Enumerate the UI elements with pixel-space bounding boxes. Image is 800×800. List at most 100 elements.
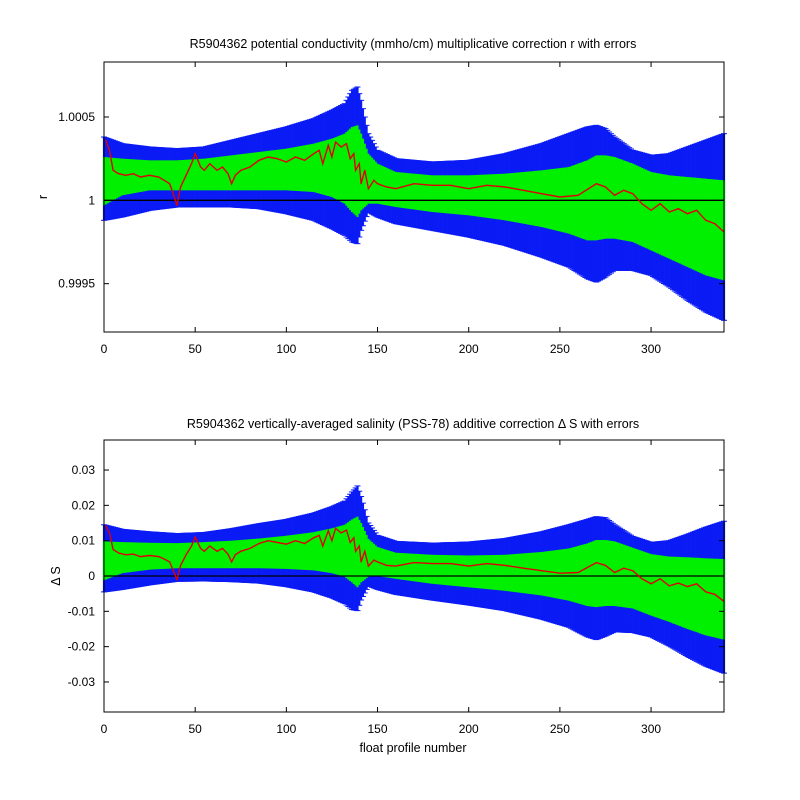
correction-point xyxy=(203,169,205,171)
y-axis-label: r xyxy=(36,195,50,199)
correction-point xyxy=(431,563,433,565)
correction-point xyxy=(148,554,151,557)
correction-point xyxy=(486,563,488,565)
correction-point xyxy=(349,158,351,160)
correction-point xyxy=(522,189,525,191)
y-tick-label: 0.02 xyxy=(72,498,96,512)
correction-point xyxy=(604,564,607,567)
correction-point xyxy=(340,532,342,534)
correction-point xyxy=(559,572,561,574)
correction-point xyxy=(318,534,320,536)
correction-point xyxy=(148,174,151,176)
correction-point xyxy=(249,547,251,550)
correction-point xyxy=(623,189,625,191)
correction-point xyxy=(117,173,120,175)
correction-point xyxy=(209,163,211,165)
x-tick-label: 200 xyxy=(459,722,479,736)
correction-point xyxy=(504,564,506,567)
x-tick-label: 0 xyxy=(101,342,108,356)
correction-point xyxy=(125,554,127,556)
correction-point xyxy=(132,553,134,555)
correction-point xyxy=(322,163,324,165)
correction-point xyxy=(203,550,205,552)
correction-point xyxy=(522,567,525,569)
correction-point xyxy=(179,186,182,188)
correction-point xyxy=(595,183,597,185)
correction-point xyxy=(258,159,260,161)
x-tick-label: 300 xyxy=(641,722,661,736)
correction-point xyxy=(334,527,337,529)
correction-point xyxy=(468,565,470,567)
y-tick-label: 1 xyxy=(88,193,95,207)
correction-point xyxy=(294,540,297,542)
y-tick-label: -0.03 xyxy=(68,675,96,689)
plot-frame xyxy=(103,61,725,333)
correction-point xyxy=(632,570,634,572)
correction-point xyxy=(345,529,348,531)
correction-point xyxy=(541,570,543,572)
correction-point xyxy=(105,139,107,141)
x-tick-label: 50 xyxy=(188,342,202,356)
correction-point xyxy=(650,583,652,585)
correction-point xyxy=(358,545,360,547)
y-tick-label: 1.0005 xyxy=(58,110,95,124)
chart-title: R5904362 potential conductivity (mmho/cm… xyxy=(190,37,637,51)
x-tick-label: 250 xyxy=(550,722,570,736)
correction-point xyxy=(158,176,160,178)
x-tick-label: 250 xyxy=(550,342,570,356)
correction-point xyxy=(227,173,229,175)
correction-point xyxy=(108,149,111,151)
correction-point xyxy=(668,211,670,213)
correction-point xyxy=(172,570,174,572)
correction-point xyxy=(185,174,187,176)
y-axis-label: Δ S xyxy=(49,566,63,585)
correction-point xyxy=(355,550,357,552)
correction-point xyxy=(331,540,333,542)
correction-point xyxy=(176,204,178,206)
correction-point xyxy=(659,203,661,205)
panel-salinity-correction: R5904362 vertically-averaged salinity (P… xyxy=(49,417,727,755)
correction-point xyxy=(486,184,488,186)
correction-point xyxy=(169,561,171,563)
x-tick-label: 200 xyxy=(459,342,479,356)
correction-point xyxy=(468,188,470,190)
correction-point xyxy=(240,169,242,171)
x-tick-label: 150 xyxy=(368,722,388,736)
correction-point xyxy=(431,184,433,186)
correction-point xyxy=(650,209,652,211)
y-tick-label: 0.9995 xyxy=(58,277,95,291)
correction-point xyxy=(163,558,165,560)
y-tick-label: -0.02 xyxy=(68,640,96,654)
correction-point xyxy=(696,209,698,211)
correction-point xyxy=(249,166,251,168)
correction-point xyxy=(139,176,142,178)
correction-point xyxy=(331,156,333,158)
correction-point xyxy=(303,542,306,545)
correction-point xyxy=(395,565,397,567)
chart-title: R5904362 vertically-averaged salinity (P… xyxy=(187,417,639,431)
correction-point xyxy=(395,188,397,190)
correction-point xyxy=(221,547,224,550)
correction-point xyxy=(677,208,680,210)
correction-point xyxy=(234,554,236,556)
correction-point xyxy=(376,183,379,185)
y-tick-label: 0.03 xyxy=(72,463,96,477)
correction-point xyxy=(267,540,269,542)
y-tick-label: 0.01 xyxy=(72,534,96,548)
correction-point xyxy=(641,578,643,580)
correction-point xyxy=(659,578,661,580)
correction-point xyxy=(364,550,366,552)
plot-area xyxy=(101,485,727,674)
correction-point xyxy=(327,144,329,146)
y-tick-label: 0 xyxy=(88,569,95,583)
correction-point xyxy=(504,186,506,188)
correction-point xyxy=(209,545,211,547)
correction-point xyxy=(240,550,242,552)
correction-point xyxy=(355,169,357,171)
correction-point xyxy=(705,591,707,593)
correction-point xyxy=(231,183,233,185)
correction-point xyxy=(613,194,616,196)
correction-points xyxy=(105,139,725,233)
correction-point xyxy=(376,561,379,563)
